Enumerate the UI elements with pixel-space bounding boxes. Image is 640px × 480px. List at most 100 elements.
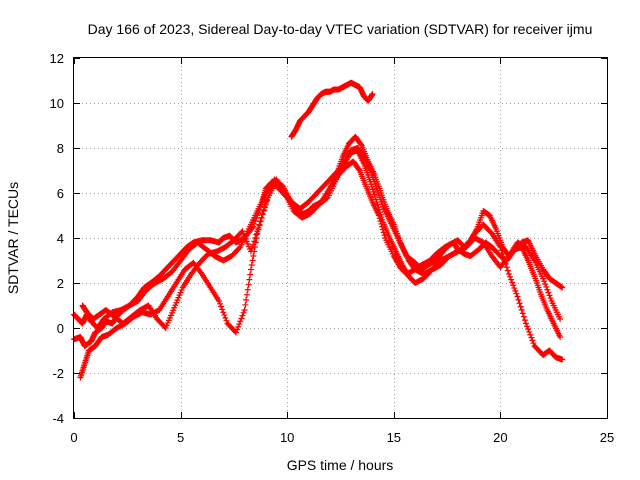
data-point — [242, 301, 249, 308]
data-point — [253, 231, 260, 238]
y-tick-label: 6 — [57, 186, 64, 201]
data-point — [513, 290, 520, 297]
data-point — [217, 300, 224, 307]
data-point — [512, 287, 519, 294]
data-point — [255, 224, 262, 231]
chart-title: Day 166 of 2023, Sidereal Day-to-day VTE… — [88, 21, 593, 37]
data-point — [323, 195, 330, 202]
data-point — [515, 296, 522, 303]
data-point — [517, 303, 524, 310]
data-point — [241, 307, 248, 313]
y-tick-label: 10 — [50, 96, 64, 111]
grid-lines — [74, 58, 607, 418]
data-point — [542, 281, 549, 288]
data-point — [557, 316, 564, 322]
data-point — [514, 293, 521, 300]
data-point — [369, 91, 376, 97]
data-point — [258, 214, 265, 221]
data-point — [381, 232, 388, 239]
data-point — [525, 326, 532, 333]
data-point — [236, 245, 243, 252]
x-tick-label: 25 — [600, 430, 614, 445]
data-point — [221, 312, 228, 319]
x-tick-label: 0 — [70, 430, 77, 445]
data-point — [524, 323, 531, 330]
y-tick-label: -2 — [52, 366, 64, 381]
data-point — [219, 306, 226, 313]
data-point — [248, 262, 255, 268]
data-point — [545, 289, 552, 296]
series-4 — [79, 145, 564, 331]
data-point — [252, 235, 259, 241]
data-point — [234, 326, 241, 333]
axis-ticks — [74, 58, 608, 419]
series-5 — [288, 79, 376, 140]
data-marks — [71, 79, 566, 381]
data-point — [358, 141, 365, 148]
data-point — [247, 271, 254, 278]
y-tick-label: 12 — [50, 51, 64, 66]
data-point — [247, 248, 254, 255]
data-point — [504, 267, 511, 274]
data-point — [238, 315, 245, 322]
data-point — [249, 257, 256, 264]
data-point — [244, 286, 251, 293]
plot-frame — [73, 57, 608, 419]
data-point — [257, 218, 264, 225]
data-point — [251, 238, 258, 245]
data-point — [530, 340, 537, 347]
data-point — [215, 298, 222, 304]
data-point — [559, 284, 566, 291]
data-point — [540, 275, 547, 282]
data-point — [259, 211, 266, 218]
data-point — [521, 317, 528, 324]
data-point — [497, 244, 504, 250]
data-point — [522, 320, 529, 327]
data-point — [527, 331, 534, 338]
data-point — [511, 285, 518, 292]
data-point — [250, 253, 257, 259]
data-point — [355, 166, 362, 173]
y-tick-label: 4 — [57, 231, 64, 246]
data-point — [547, 295, 554, 302]
data-point — [519, 310, 526, 317]
data-point — [262, 201, 269, 208]
data-point — [499, 250, 506, 257]
data-point — [518, 307, 525, 313]
x-tick-label: 15 — [387, 430, 401, 445]
data-point — [509, 279, 516, 286]
data-point — [520, 313, 527, 320]
data-point — [526, 328, 533, 335]
data-point — [222, 314, 229, 321]
data-point — [261, 204, 268, 211]
data-point — [239, 312, 246, 319]
data-point — [233, 329, 240, 336]
data-point — [237, 318, 244, 325]
y-tick-labels: -4 -2 0 2 4 6 8 10 12 — [50, 51, 64, 426]
data-point — [240, 309, 247, 316]
y-axis-label: SDTVAR / TECUs — [5, 182, 21, 294]
data-point — [246, 276, 253, 283]
data-point — [256, 221, 263, 228]
data-point — [250, 241, 257, 248]
data-point — [508, 276, 515, 283]
data-point — [505, 271, 512, 277]
x-tick-label: 10 — [280, 430, 294, 445]
data-point — [260, 208, 267, 214]
data-point — [506, 273, 513, 280]
data-point — [543, 283, 550, 290]
data-point — [503, 264, 510, 271]
data-point — [516, 300, 523, 307]
data-point — [546, 292, 553, 299]
data-point — [245, 281, 252, 288]
data-point — [254, 228, 261, 235]
data-point — [528, 334, 535, 341]
data-point — [236, 321, 243, 328]
data-point — [544, 286, 551, 293]
data-point — [557, 334, 564, 340]
data-point — [243, 291, 250, 298]
data-point — [243, 296, 250, 303]
data-point — [510, 282, 517, 289]
y-tick-label: -4 — [52, 411, 64, 426]
